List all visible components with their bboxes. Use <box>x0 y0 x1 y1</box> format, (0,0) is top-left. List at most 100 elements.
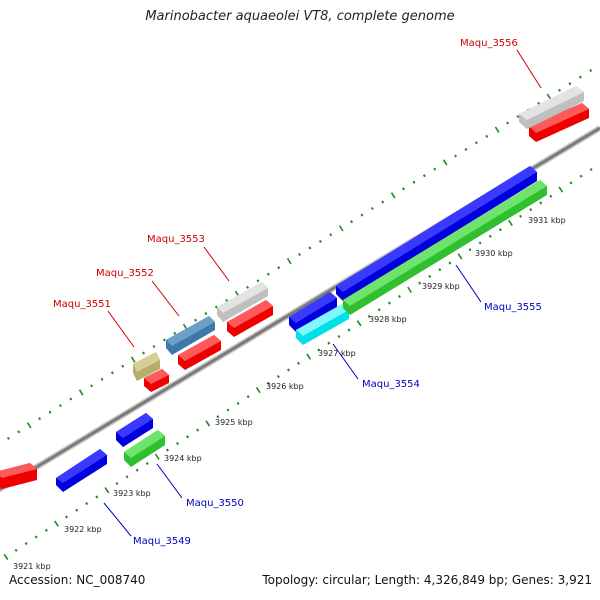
minor-tick <box>48 410 52 414</box>
minor-tick <box>308 246 312 250</box>
minor-tick <box>38 417 42 421</box>
minor-tick <box>186 435 190 439</box>
upper-dotted-track <box>6 69 593 440</box>
minor-tick <box>347 328 351 332</box>
minor-tick <box>537 101 541 105</box>
gene-label-maqu-3551[interactable]: Maqu_3551 <box>53 299 111 310</box>
minor-tick <box>506 121 510 125</box>
gene-block-red-4[interactable] <box>227 300 273 337</box>
gene-block-blue-3[interactable] <box>289 292 337 332</box>
major-tick <box>205 420 211 427</box>
gene-block-blue-4[interactable] <box>336 166 537 301</box>
minor-tick <box>204 312 208 316</box>
minor-tick <box>256 279 260 283</box>
accession-text: Accession: NC_008740 <box>9 573 146 587</box>
minor-tick <box>24 542 28 546</box>
gene-label-maqu-3554[interactable]: Maqu_3554 <box>362 379 420 390</box>
minor-tick <box>246 395 250 399</box>
gene-block-red-5[interactable] <box>529 103 589 142</box>
minor-tick <box>142 351 146 355</box>
major-tick <box>457 253 463 260</box>
gene-block-blue-1[interactable] <box>56 449 107 492</box>
tick-label: 3929 kbp <box>422 282 460 291</box>
minor-tick <box>297 361 301 365</box>
minor-tick <box>428 274 432 278</box>
gene-block-gray-1[interactable] <box>217 282 268 322</box>
gene-block-red-3[interactable] <box>178 335 221 370</box>
major-tick <box>306 353 312 360</box>
minor-tick <box>569 181 573 185</box>
minor-tick <box>578 75 582 79</box>
leader-lines <box>103 49 542 537</box>
major-tick <box>558 186 564 193</box>
minor-tick <box>236 401 240 405</box>
minor-tick <box>69 397 73 401</box>
gene-block-green-2[interactable] <box>343 180 547 315</box>
minor-tick <box>337 334 341 339</box>
minor-tick <box>65 515 69 519</box>
minor-tick <box>110 371 114 375</box>
minor-tick <box>165 448 169 452</box>
gene-block-steelblue[interactable] <box>166 316 215 355</box>
map-title: Marinobacter aquaeolei VT8, complete gen… <box>145 9 455 24</box>
minor-tick <box>175 441 180 445</box>
minor-tick <box>498 228 502 232</box>
tick-label: 3928 kbp <box>369 315 407 324</box>
major-tick <box>390 192 396 199</box>
tick-label: 3924 kbp <box>164 454 202 463</box>
minor-tick <box>519 214 523 218</box>
major-tick <box>130 356 136 363</box>
major-tick <box>255 386 261 394</box>
minor-tick <box>152 344 156 349</box>
minor-tick <box>135 468 139 472</box>
gene-blocks <box>0 86 589 492</box>
major-tick <box>54 520 59 527</box>
gene-block-blue-2[interactable] <box>116 413 153 447</box>
gene-label-maqu-3553[interactable]: Maqu_3553 <box>147 234 205 245</box>
gene-block-khaki[interactable] <box>133 352 160 381</box>
minor-tick <box>90 384 94 388</box>
gene-block-green-1[interactable] <box>124 430 165 467</box>
gene-block-cyan[interactable] <box>296 304 349 345</box>
minor-tick <box>474 141 478 145</box>
scale-labels: 3921 kbp 3922 kbp 3923 kbp 3924 kbp 3925… <box>13 216 566 571</box>
major-tick <box>338 225 344 232</box>
minor-tick <box>298 252 302 257</box>
gene-label-maqu-3552[interactable]: Maqu_3552 <box>96 268 154 279</box>
tick-label: 3925 kbp <box>215 418 253 427</box>
minor-tick <box>539 201 543 205</box>
minor-tick <box>100 377 104 381</box>
minor-tick <box>448 261 452 265</box>
gene-block-gray-2[interactable] <box>519 86 584 129</box>
minor-tick <box>125 475 129 479</box>
minor-tick <box>246 285 250 289</box>
minor-tick <box>327 341 331 345</box>
minor-tick <box>433 167 437 171</box>
minor-tick <box>488 234 492 238</box>
minor-tick <box>266 272 270 276</box>
minor-tick <box>381 200 385 204</box>
gene-block-red-1[interactable] <box>0 463 37 489</box>
tick-label: 3923 kbp <box>113 489 151 498</box>
gene-label-maqu-3556[interactable]: Maqu_3556 <box>460 38 518 49</box>
minor-tick <box>121 364 125 368</box>
minor-tick <box>318 239 322 243</box>
minor-tick <box>85 502 89 506</box>
minor-tick <box>75 508 79 512</box>
minor-tick <box>485 134 489 138</box>
minor-tick <box>529 208 533 212</box>
major-tick <box>26 422 32 429</box>
minor-tick <box>225 298 229 303</box>
tick-label: 3927 kbp <box>318 349 356 358</box>
major-tick <box>356 320 362 327</box>
gene-label-maqu-3555[interactable]: Maqu_3555 <box>484 302 542 313</box>
minor-tick <box>277 266 281 270</box>
gene-label-maqu-3549[interactable]: Maqu_3549 <box>133 536 191 547</box>
minor-tick <box>468 248 472 252</box>
minor-tick <box>194 318 198 322</box>
gene-label-maqu-3550[interactable]: Maqu_3550 <box>186 498 244 509</box>
minor-tick <box>579 174 583 178</box>
tick-label: 3921 kbp <box>13 562 51 571</box>
gene-block-red-2[interactable] <box>144 369 169 392</box>
major-tick <box>494 126 500 133</box>
